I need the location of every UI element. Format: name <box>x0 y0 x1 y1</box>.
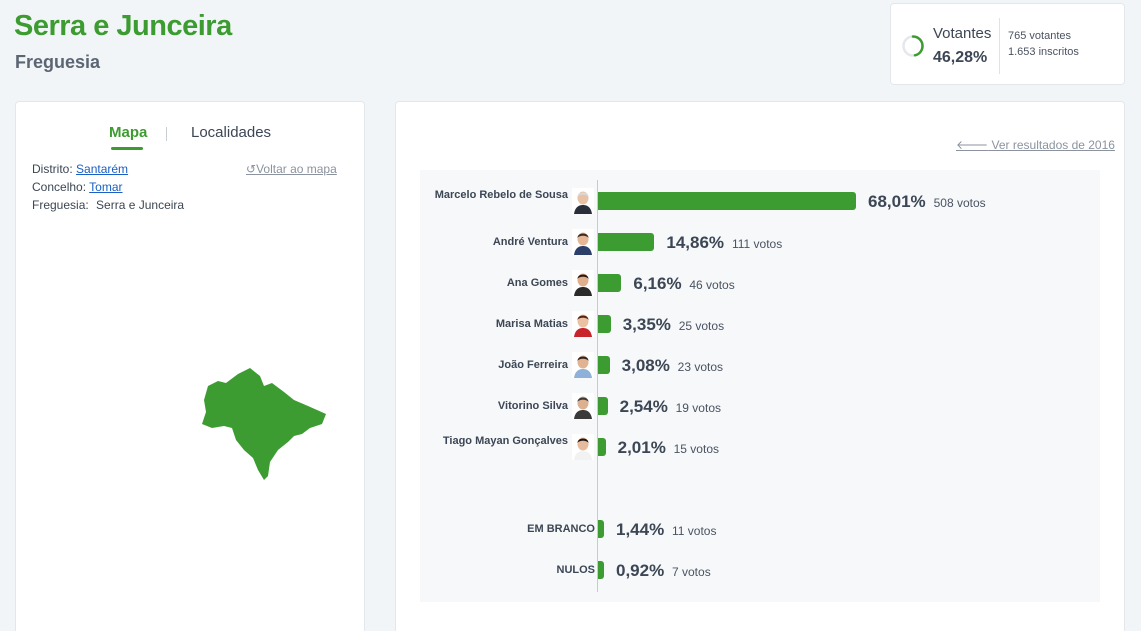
turnout-divider <box>999 18 1000 74</box>
result-percent: 3,35% <box>622 315 671 334</box>
candidate-photo <box>572 311 594 337</box>
results-bar-chart: Marcelo Rebelo de Sousa 68,01% 508 votos An… <box>420 170 1100 602</box>
turnout-percent: 46,28% <box>933 49 988 66</box>
result-bar[interactable] <box>598 192 856 210</box>
result-percent: 1,44% <box>616 520 665 539</box>
candidate-name: Tiago Mayan Gonçalves <box>442 435 568 447</box>
candidate-photo <box>572 352 594 378</box>
result-bar[interactable] <box>598 438 606 456</box>
turnout-registered: 1.653 inscritos <box>1008 46 1079 58</box>
result-votes: 46 votos <box>689 278 735 292</box>
result-row: Tiago Mayan Gonçalves 2,01% 15 votos <box>420 430 1100 464</box>
candidate-name: NULOS <box>556 564 596 576</box>
turnout-label: Votantes <box>933 25 992 42</box>
results-panel: 🡐 Ver resultados de 2016 Marcelo Rebelo … <box>395 101 1125 631</box>
previous-results-label: Ver resultados de 2016 <box>991 138 1115 152</box>
candidate-name: João Ferreira <box>498 359 568 371</box>
result-percent: 3,08% <box>621 356 670 375</box>
result-votes: 25 votos <box>678 319 725 333</box>
turnout-progress-ring <box>902 35 924 57</box>
parish-label: Freguesia: <box>32 198 89 212</box>
result-votes: 19 votos <box>675 401 721 415</box>
result-votes: 15 votos <box>673 442 719 456</box>
page-subtitle: Freguesia <box>15 52 101 72</box>
result-votes: 23 votos <box>677 360 724 374</box>
previous-results-link[interactable]: 🡐 Ver resultados de 2016 <box>956 137 1115 152</box>
district-link[interactable]: Santarém <box>76 162 129 176</box>
result-bar[interactable] <box>598 561 604 579</box>
candidate-photo <box>572 270 594 296</box>
chart-axis-line <box>597 180 598 592</box>
result-bar[interactable] <box>598 315 611 333</box>
result-row: EM BRANCO 1,44% 11 votos <box>420 512 1100 546</box>
result-row: João Ferreira 3,08% 23 votos <box>420 348 1100 382</box>
parish-map-shape[interactable] <box>198 366 330 482</box>
undo-arrow-icon: ↺ <box>246 162 257 176</box>
parish-row: Freguesia: Serra e Junceira <box>32 198 184 212</box>
result-row: NULOS 0,92% 7 votos <box>420 553 1100 587</box>
result-row: André Ventura 14,86% 111 votos <box>420 225 1100 259</box>
result-votes: 508 votos <box>933 196 986 210</box>
result-row: Vitorino Silva 2,54% 19 votos <box>420 389 1100 423</box>
map-panel: Mapa Localidades Distrito: Santarém Conc… <box>15 101 365 631</box>
council-link[interactable]: Tomar <box>89 180 123 194</box>
district-row: Distrito: Santarém <box>32 162 128 176</box>
candidate-name: Vitorino Silva <box>497 400 568 412</box>
tab-map[interactable]: Mapa <box>109 124 148 150</box>
parish-value: Serra e Junceira <box>96 198 185 212</box>
result-bar[interactable] <box>598 520 604 538</box>
turnout-card: Votantes 46,28% 765 votantes 1.653 inscr… <box>890 3 1125 85</box>
candidate-name: Marisa Matias <box>495 318 568 330</box>
council-row: Concelho: Tomar <box>32 180 123 194</box>
turnout-voters: 765 votantes <box>1008 30 1071 42</box>
result-bar[interactable] <box>598 233 655 251</box>
result-bar[interactable] <box>598 274 622 292</box>
candidate-name: Marcelo Rebelo de Sousa <box>434 189 568 201</box>
result-row: Marisa Matias 3,35% 25 votos <box>420 307 1100 341</box>
candidate-photo <box>572 434 594 460</box>
council-label: Concelho: <box>32 180 87 194</box>
candidate-name: Ana Gomes <box>506 277 568 289</box>
tab-divider <box>166 127 167 141</box>
result-percent: 0,92% <box>616 561 665 580</box>
district-label: Distrito: <box>32 162 73 176</box>
page-title: Serra e Junceira <box>14 10 232 42</box>
candidate-photo <box>572 188 594 214</box>
candidate-photo <box>572 229 594 255</box>
tab-localities[interactable]: Localidades <box>191 124 272 141</box>
result-row: Marcelo Rebelo de Sousa 68,01% 508 votos <box>420 184 1100 218</box>
candidate-name: EM BRANCO <box>527 523 595 535</box>
result-percent: 2,01% <box>617 438 666 457</box>
result-percent: 68,01% <box>868 192 926 211</box>
result-percent: 2,54% <box>619 397 668 416</box>
arrow-left-icon: 🡐 <box>956 138 989 152</box>
result-percent: 6,16% <box>633 274 682 293</box>
result-bar[interactable] <box>598 397 608 415</box>
result-votes: 111 votos <box>731 237 783 251</box>
candidate-photo <box>572 393 594 419</box>
back-to-map-link[interactable]: ↺Voltar ao mapa <box>246 162 337 176</box>
result-votes: 7 votos <box>672 565 711 579</box>
candidate-name: André Ventura <box>492 236 568 248</box>
result-row: Ana Gomes 6,16% 46 votos <box>420 266 1100 300</box>
result-votes: 11 votos <box>672 524 717 538</box>
back-to-map-label: Voltar ao mapa <box>256 162 337 176</box>
result-bar[interactable] <box>598 356 610 374</box>
result-percent: 14,86% <box>666 233 725 252</box>
panel-tabs: Mapa Localidades <box>16 124 364 154</box>
